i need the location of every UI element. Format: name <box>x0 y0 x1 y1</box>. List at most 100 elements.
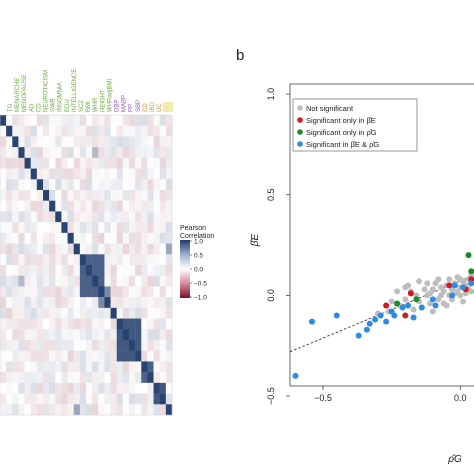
heatmap-cell <box>86 254 93 266</box>
heatmap-cell <box>104 318 111 330</box>
heatmap-cell <box>18 211 25 223</box>
heatmap-cell <box>0 168 7 180</box>
heatmap-cell <box>104 254 111 266</box>
heatmap-cell <box>6 275 13 287</box>
scatter-point-not_significant <box>438 292 445 299</box>
heatmap-cell <box>6 307 13 319</box>
heatmap-cell <box>49 329 56 341</box>
heatmap-cell <box>6 211 13 223</box>
heatmap-cell <box>165 168 173 180</box>
heatmap-cell <box>147 307 154 319</box>
heatmap-cell <box>18 318 25 330</box>
heatmap-cell <box>30 232 38 244</box>
heatmap-cell <box>73 275 81 287</box>
heatmap-cell <box>141 265 148 276</box>
heatmap-cell <box>159 275 167 287</box>
heatmap-cell <box>49 243 56 255</box>
heatmap-cell <box>67 372 74 384</box>
heatmap-cell <box>159 115 167 126</box>
heatmap-cell <box>67 168 74 180</box>
heatmap-cell <box>0 211 7 223</box>
heatmap-cell <box>165 265 173 276</box>
heatmap-cell <box>86 222 93 234</box>
scatter-point-both <box>355 332 362 339</box>
heatmap-cell <box>73 232 81 244</box>
heatmap-cell <box>159 190 167 201</box>
heatmap-cell <box>104 404 111 416</box>
heatmap-cell <box>67 307 74 319</box>
heatmap-cell <box>24 340 31 351</box>
scatter-point-not_significant <box>457 292 464 299</box>
heatmap-trait-label: TG <box>8 103 14 112</box>
heatmap-cell <box>67 125 74 137</box>
heatmap-cell <box>104 340 111 351</box>
heatmap-cell <box>36 318 44 330</box>
heatmap-cell <box>6 286 13 298</box>
heatmap-cell <box>92 361 99 373</box>
heatmap-cell <box>67 275 74 287</box>
heatmap-cell <box>104 307 111 319</box>
heatmap-cell <box>49 254 56 266</box>
heatmap-cell <box>98 125 105 137</box>
heatmap-cell <box>98 275 105 287</box>
heatmap-cell <box>49 168 56 180</box>
heatmap-cell <box>141 200 148 212</box>
heatmap-cell <box>165 329 173 341</box>
heatmap-cell <box>110 136 117 148</box>
heatmap-cell <box>67 361 74 373</box>
heatmap-cell <box>24 350 31 362</box>
colorbar-tick-label: −1.0 <box>194 295 207 302</box>
heatmap-cell <box>79 404 87 416</box>
heatmap-cell <box>0 190 7 201</box>
heatmap-cell <box>165 157 173 169</box>
heatmap-cell <box>98 211 105 223</box>
heatmap-cell <box>43 297 50 309</box>
heatmap-cell <box>55 404 62 416</box>
heatmap-cell <box>92 297 99 309</box>
heatmap-cell <box>0 340 7 351</box>
heatmap-cell <box>18 147 25 159</box>
heatmap-cell <box>92 329 99 341</box>
heatmap-cell <box>0 265 7 276</box>
heatmap-cell <box>92 222 99 234</box>
heatmap-cell <box>55 136 62 148</box>
heatmap-cell <box>147 200 154 212</box>
heatmap-cell <box>147 361 154 373</box>
heatmap-cell <box>61 157 68 169</box>
heatmap-cell <box>92 168 99 180</box>
heatmap-cell <box>147 125 154 137</box>
heatmap-cell <box>55 275 62 287</box>
heatmap-cell <box>61 361 68 373</box>
heatmap-cell <box>165 254 173 266</box>
heatmap-cell <box>6 232 13 244</box>
heatmap-cell <box>159 200 167 212</box>
heatmap-cell <box>79 350 87 362</box>
colorbar-tick-label: 1.0 <box>194 239 203 246</box>
heatmap-cell <box>0 275 7 287</box>
scatter-legend: Not significant Significant only in β̂E Si… <box>292 98 418 152</box>
heatmap-cell <box>153 340 160 351</box>
heatmap-cell <box>141 382 148 394</box>
heatmap-cell <box>36 190 44 201</box>
heatmap-cell <box>24 297 31 309</box>
heatmap-cell <box>86 372 93 384</box>
heatmap-cell <box>147 243 154 255</box>
colorbar-tick-label: −0.5 <box>194 281 207 288</box>
x-tick-label: 0.0 <box>454 393 467 403</box>
scatter-point-only_beta_E <box>402 312 409 319</box>
x-axis-label: ρ̂G <box>447 453 462 465</box>
heatmap-cell <box>122 190 130 201</box>
heatmap-cell <box>55 361 62 373</box>
heatmap-cell <box>0 243 7 255</box>
heatmap-cell <box>147 382 154 394</box>
heatmap-cell <box>55 190 62 201</box>
heatmap-cell <box>18 372 25 384</box>
heatmap-cell <box>24 243 31 255</box>
heatmap-cell <box>86 286 93 298</box>
heatmap-cell <box>98 372 105 384</box>
heatmap-cell <box>43 382 50 394</box>
heatmap-cell <box>135 179 142 191</box>
heatmap-cell <box>147 179 154 191</box>
heatmap-cell <box>86 190 93 201</box>
heatmap-cell <box>67 382 74 394</box>
